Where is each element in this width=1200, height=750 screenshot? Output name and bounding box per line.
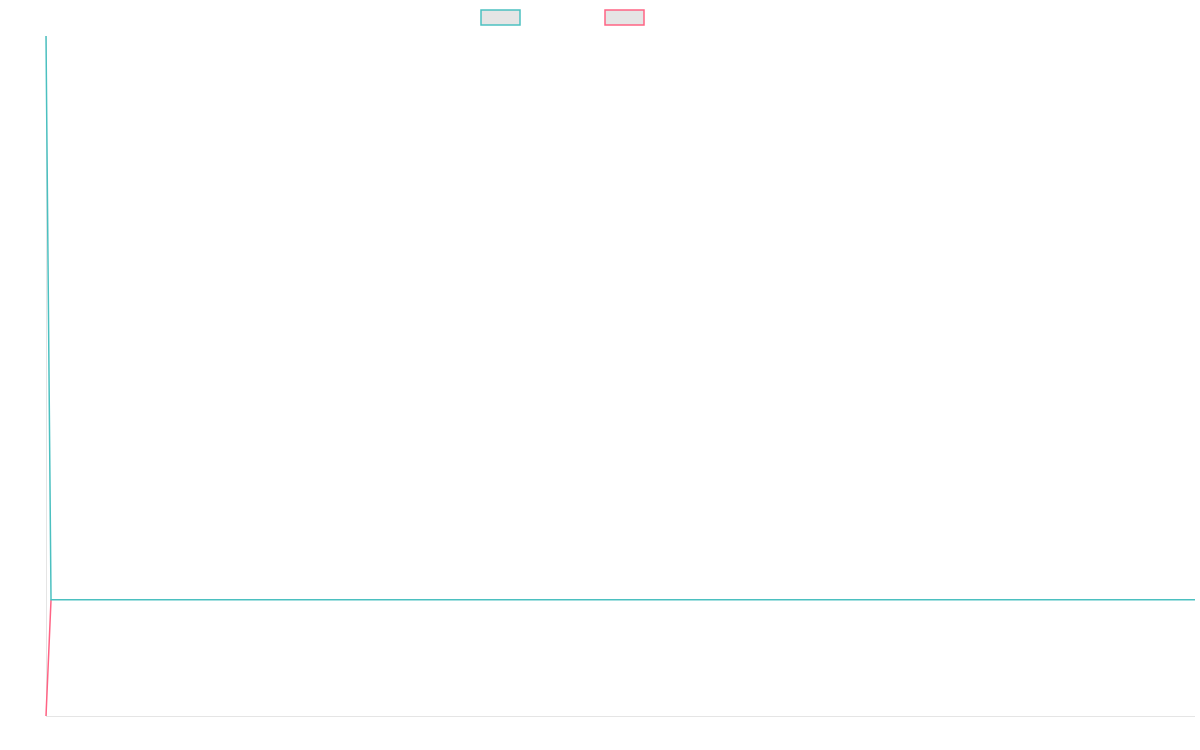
series-line-1 bbox=[45, 599, 1195, 717]
axes bbox=[46, 36, 1195, 717]
series-line-0 bbox=[45, 35, 1195, 601]
legend bbox=[480, 9, 645, 26]
legend-swatch-0 bbox=[480, 9, 521, 26]
legend-swatch-1 bbox=[604, 9, 645, 26]
series-lines bbox=[45, 35, 1195, 717]
